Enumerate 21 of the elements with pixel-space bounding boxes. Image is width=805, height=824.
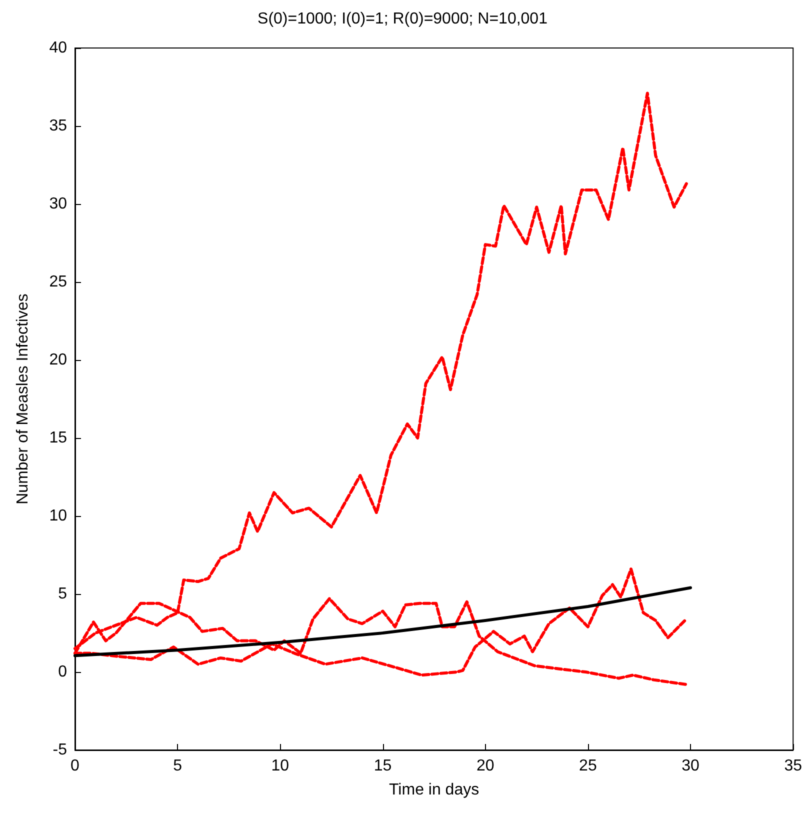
y-tick-label: 0 — [58, 664, 68, 680]
y-tick-label: -5 — [52, 742, 68, 758]
x-tick-label: 10 — [271, 758, 290, 774]
y-tick-label: 20 — [49, 352, 68, 368]
y-tick-label: 25 — [49, 274, 68, 290]
x-tick-label: 5 — [173, 758, 182, 774]
y-tick-label: 10 — [49, 508, 68, 524]
y-axis-title: Number of Measles Infectives — [14, 294, 32, 504]
y-tick-label: 5 — [58, 586, 68, 602]
x-tick-label: 30 — [682, 758, 700, 774]
x-tick-label: 15 — [374, 758, 392, 774]
y-tick-label: 30 — [49, 196, 68, 212]
y-tick-label: 15 — [49, 430, 68, 446]
chart-title: S(0)=1000; I(0)=1; R(0)=9000; N=10,001 — [258, 10, 548, 28]
y-tick-label: 40 — [49, 40, 68, 56]
x-tick-label: 20 — [476, 758, 494, 774]
y-tick-label: 35 — [49, 118, 68, 134]
x-axis-title: Time in days — [388, 782, 480, 798]
x-tick-label: 35 — [784, 758, 802, 774]
x-tick-label: 25 — [579, 758, 597, 774]
x-tick-label: 0 — [70, 758, 80, 774]
